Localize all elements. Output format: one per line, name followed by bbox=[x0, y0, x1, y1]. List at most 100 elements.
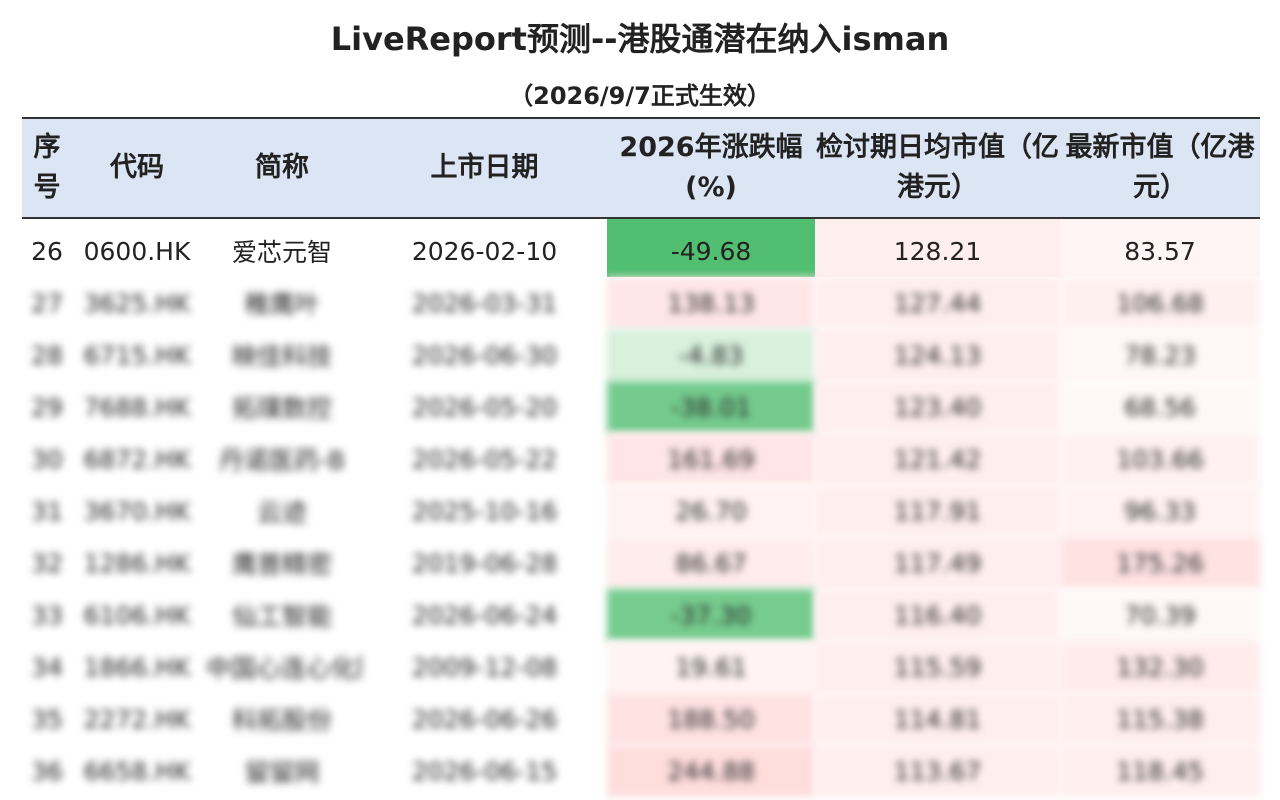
table-cell: 2025-10-16 bbox=[411, 496, 558, 526]
table-cell: 2026-03-31 bbox=[411, 288, 558, 318]
table-cell: 118.45 bbox=[1060, 745, 1260, 797]
table-cell: 115.59 bbox=[815, 641, 1060, 693]
table-cell: 科拓股份 bbox=[231, 706, 332, 735]
table-cell: 68.56 bbox=[1060, 381, 1260, 433]
column-header: 2026年涨跌幅(%) bbox=[607, 117, 815, 219]
table-row: 32 1286.HK 鹰普精密 2019-06-28 86.67 117.49 175.26 bbox=[22, 537, 1260, 589]
table-cell: 30 bbox=[31, 444, 63, 474]
table-cell: 爱芯元智 bbox=[231, 238, 332, 267]
table-cell: 128.21 bbox=[815, 218, 1060, 277]
table-cell: 96.33 bbox=[1060, 485, 1260, 537]
table-cell: 124.13 bbox=[815, 329, 1060, 381]
table-cell: 29 bbox=[31, 392, 63, 422]
table-cell: 2026-05-22 bbox=[411, 444, 558, 474]
table-cell: 244.88 bbox=[607, 745, 815, 797]
table-row: 28 6715.HK 映佳科技 2026-06-30 -4.83 124.13 78.23 bbox=[22, 329, 1260, 381]
table-row: 29 7688.HK 拓璞数控 2026-05-20 -38.01 123.40 68.56 bbox=[22, 381, 1260, 433]
table-cell: 83.57 bbox=[1060, 218, 1260, 277]
table-cell: 19.61 bbox=[607, 641, 815, 693]
table-cell: 27 bbox=[31, 288, 63, 318]
table-cell: 2026-06-30 bbox=[411, 340, 558, 370]
table-cell: 32 bbox=[31, 548, 63, 578]
table-cell: 121.42 bbox=[815, 433, 1060, 485]
table-cell: 6715.HK bbox=[83, 340, 191, 370]
table-cell: 1286.HK bbox=[83, 548, 191, 578]
column-header: 检讨期日均市值（亿港元） bbox=[815, 117, 1060, 219]
table-cell: 31 bbox=[31, 496, 63, 526]
table-cell: 3625.HK bbox=[83, 288, 191, 318]
table-cell: 33 bbox=[31, 600, 63, 630]
table-cell: 114.81 bbox=[815, 693, 1060, 745]
table-cell: 117.91 bbox=[815, 485, 1060, 537]
table-cell: 仙工智能 bbox=[231, 602, 332, 631]
table-body: 26 0600.HK 爱芯元智 2026-02-10 -49.68 128.21 83.57… bbox=[22, 218, 1260, 797]
column-header: 代码 bbox=[72, 117, 202, 219]
table-cell: 188.50 bbox=[607, 693, 815, 745]
table-row: 26 0600.HK 爱芯元智 2026-02-10 -49.68 128.21 83.57 bbox=[22, 218, 1260, 277]
table-row: 30 6872.HK 丹诺医药-B 2026-05-22 161.69 121.42 103… bbox=[22, 433, 1260, 485]
table-cell: 2026-02-10 bbox=[411, 236, 558, 266]
table-cell: 123.40 bbox=[815, 381, 1060, 433]
table-cell: 映佳科技 bbox=[231, 342, 332, 371]
table-cell: 云迹 bbox=[256, 498, 307, 527]
table-cell: 6658.HK bbox=[83, 756, 191, 786]
column-header: 序号 bbox=[22, 117, 72, 219]
table-cell: 2272.HK bbox=[83, 704, 191, 734]
title: LiveReport预测--港股通潜在纳入isman bbox=[330, 20, 950, 58]
table-cell: 161.69 bbox=[607, 433, 815, 485]
table-cell: 70.39 bbox=[1060, 589, 1260, 641]
table-cell: 2026-06-15 bbox=[411, 756, 558, 786]
table-cell: 116.40 bbox=[815, 589, 1060, 641]
table-cell: 拓璞数控 bbox=[231, 394, 332, 423]
table-cell: 35 bbox=[31, 704, 63, 734]
table-cell: -4.83 bbox=[607, 329, 815, 381]
table-cell: 138.13 bbox=[607, 277, 815, 329]
table-cell: 113.67 bbox=[815, 745, 1060, 797]
column-header: 简称 bbox=[202, 117, 362, 219]
table-cell: 2026-06-24 bbox=[411, 600, 558, 630]
table-cell: 留留网 bbox=[244, 758, 320, 787]
table-cell: 6106.HK bbox=[83, 600, 191, 630]
table-row: 36 6658.HK 留留网 2026-06-15 244.88 113.67 118.45 bbox=[22, 745, 1260, 797]
table-row: 35 2272.HK 科拓股份 2026-06-26 188.50 114.81 115.3… bbox=[22, 693, 1260, 745]
table-row: 31 3670.HK 云迹 2025-10-16 26.70 117.91 96.33 bbox=[22, 485, 1260, 537]
table-cell: -49.68 bbox=[607, 218, 815, 277]
column-header: 最新市值（亿港元） bbox=[1060, 117, 1260, 219]
table-cell: 28 bbox=[31, 340, 63, 370]
table-cell: 1866.HK bbox=[83, 652, 191, 682]
table-cell: 132.30 bbox=[1060, 641, 1260, 693]
table-cell: -38.01 bbox=[607, 381, 815, 433]
table-cell: 36 bbox=[31, 756, 63, 786]
table-cell: -37.30 bbox=[607, 589, 815, 641]
table-cell: 26 bbox=[31, 236, 63, 266]
table-row: 27 3625.HK 稚鹰叶 2026-03-31 138.13 127.44 106.68 bbox=[22, 277, 1260, 329]
table-cell: 103.66 bbox=[1060, 433, 1260, 485]
table-cell: 2026-05-20 bbox=[411, 392, 558, 422]
header-row: 序号 代码 简称 上市日期 2026年涨跌幅(%) 检讨期日均市值（亿港元） 最新市值（亿港… bbox=[22, 117, 1260, 219]
table-cell: 2009-12-08 bbox=[411, 652, 558, 682]
table-cell: 3670.HK bbox=[83, 496, 191, 526]
table-cell: 0600.HK bbox=[83, 236, 191, 266]
table-cell: 86.67 bbox=[607, 537, 815, 589]
table-cell: 中国心连心化肥 bbox=[206, 654, 362, 683]
column-header: 上市日期 bbox=[362, 117, 607, 219]
data-table: 序号 代码 简称 上市日期 2026年涨跌幅(%) 检讨期日均市值（亿港元） 最新市值（亿港… bbox=[22, 117, 1260, 797]
table-row: 33 6106.HK 仙工智能 2026-06-24 -37.30 116.40 70.39 bbox=[22, 589, 1260, 641]
table-cell: 115.38 bbox=[1060, 693, 1260, 745]
table-cell: 78.23 bbox=[1060, 329, 1260, 381]
subtitle: （2026/9/7正式生效） bbox=[509, 82, 771, 110]
table-cell: 127.44 bbox=[815, 277, 1060, 329]
table-cell: 2019-06-28 bbox=[411, 548, 558, 578]
table-cell: 34 bbox=[31, 652, 63, 682]
table-row: 34 1866.HK 中国心连心化肥 2009-12-08 19.61115.59132… bbox=[22, 641, 1260, 693]
table-cell: 6872.HK bbox=[83, 444, 191, 474]
table-cell: 稚鹰叶 bbox=[244, 290, 320, 319]
table-cell: 106.68 bbox=[1060, 277, 1260, 329]
table-cell: 7688.HK bbox=[83, 392, 191, 422]
table-cell: 2026-06-26 bbox=[411, 704, 558, 734]
table-cell: 175.26 bbox=[1060, 537, 1260, 589]
table-cell: 丹诺医药-B bbox=[218, 446, 346, 475]
table-cell: 26.70 bbox=[607, 485, 815, 537]
table-cell: 鹰普精密 bbox=[231, 550, 332, 579]
